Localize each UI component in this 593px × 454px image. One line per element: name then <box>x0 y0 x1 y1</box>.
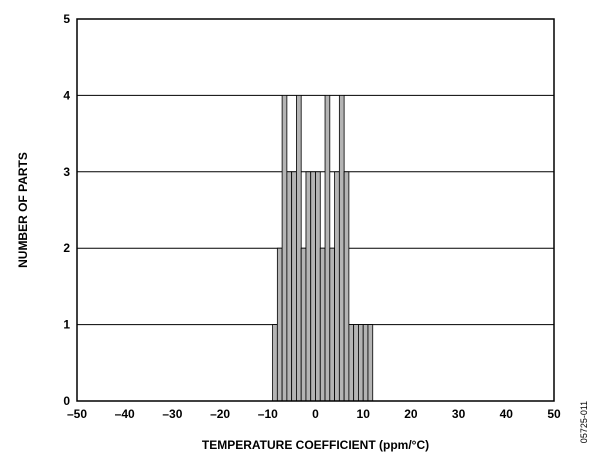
histogram-bar <box>338 95 345 402</box>
y-tick-label: 0 <box>63 394 70 408</box>
y-tick-label: 4 <box>63 88 70 102</box>
histogram-bar <box>315 171 321 402</box>
histogram-bar <box>286 171 293 402</box>
histogram-bar <box>358 324 364 402</box>
y-tick-label: 2 <box>63 241 70 255</box>
y-tick-label: 3 <box>63 165 70 179</box>
x-tick-label: –20 <box>210 407 230 421</box>
y-tick-labels: 0 1 2 3 4 5 <box>63 12 70 408</box>
figure-id: 05725-011 <box>579 401 589 443</box>
plot-frame <box>76 18 555 402</box>
histogram-bar <box>296 95 302 402</box>
x-axis-title: TEMPERATURE COEFFICIENT (ppm/°C) <box>202 438 429 452</box>
histogram-bar <box>343 171 350 402</box>
histogram-bar <box>348 324 355 402</box>
x-tick-label: 20 <box>404 407 418 421</box>
x-tick-label: 50 <box>547 407 561 421</box>
x-tick-label: –40 <box>115 407 135 421</box>
histogram-bar <box>310 171 316 402</box>
histogram-bar <box>276 247 283 402</box>
histogram-bar <box>334 171 340 402</box>
x-tick-label: –10 <box>258 407 278 421</box>
histogram-bar <box>305 171 312 402</box>
y-axis-title: NUMBER OF PARTS <box>16 152 30 268</box>
x-tick-label: –50 <box>67 407 87 421</box>
histogram-bar <box>272 324 278 402</box>
x-tick-labels: –50 –40 –30 –20 –10 0 10 20 30 40 50 <box>67 407 561 421</box>
x-tick-label: 0 <box>312 407 319 421</box>
histogram-bar <box>300 247 307 402</box>
x-tick-label: –30 <box>162 407 182 421</box>
x-tick-label: 10 <box>357 407 371 421</box>
x-tick-label: 30 <box>452 407 466 421</box>
y-tick-label: 1 <box>63 318 70 332</box>
histogram-bar <box>362 324 369 402</box>
histogram-bar <box>281 95 288 402</box>
histogram-bar <box>319 247 326 402</box>
y-tick-label: 5 <box>63 12 70 26</box>
histogram-bar <box>324 95 331 402</box>
histogram-bar <box>291 171 297 402</box>
histogram-bar <box>329 247 335 402</box>
histogram-bar <box>367 324 374 402</box>
histogram-bar <box>353 324 359 402</box>
x-tick-label: 40 <box>500 407 514 421</box>
